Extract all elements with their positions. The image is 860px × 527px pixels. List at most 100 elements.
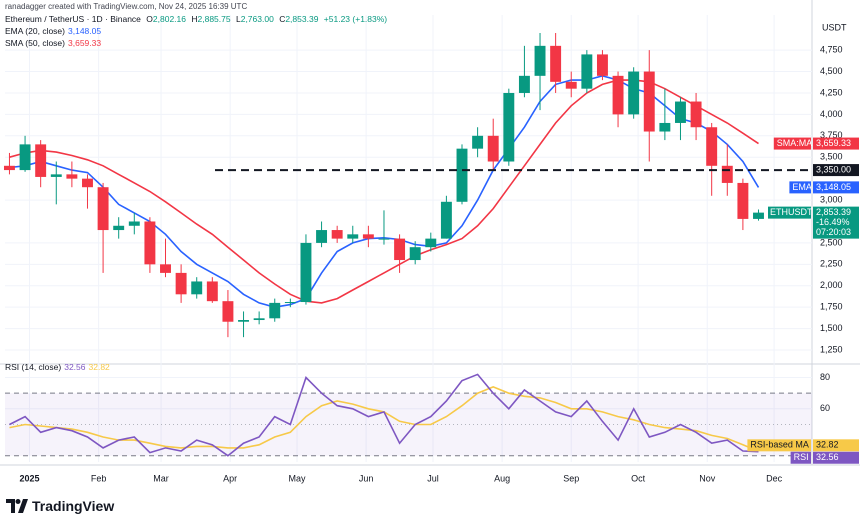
series-tag-box <box>747 439 811 452</box>
quote-value: 2,802.16 <box>152 14 186 24</box>
candle-body <box>269 302 281 319</box>
legend-value: 32.56 <box>64 362 86 372</box>
candle-body <box>690 101 702 128</box>
symbol-title: Ethereum / TetherUS · 1D · Binance <box>5 14 141 24</box>
series-value: 32.56 <box>816 452 839 462</box>
series-value: 3,148.05 <box>816 182 851 192</box>
x-tick-label: 2025 <box>20 473 40 483</box>
series-value-box <box>813 451 859 464</box>
candle-body <box>440 201 452 239</box>
x-tick-label: Mar <box>153 473 169 483</box>
level-tag <box>813 164 859 177</box>
quote-key: O <box>146 14 153 24</box>
candle-body <box>300 242 312 303</box>
candle-body <box>518 75 530 93</box>
candle-body <box>253 318 265 321</box>
rsi-band <box>5 393 812 456</box>
quote-line: Ethereum / TetherUS · 1D · Binance O2,80… <box>5 13 390 25</box>
y-tick-label: 2,250 <box>820 259 843 269</box>
candle-body <box>581 54 593 89</box>
candle-body <box>128 221 140 226</box>
candle-body <box>721 165 733 183</box>
series-tag-box <box>789 181 811 194</box>
quote-value: 2,885.75 <box>197 14 231 24</box>
y-tick-label: 4,250 <box>820 87 843 97</box>
candle-body <box>19 144 31 171</box>
y-tick-label: 2,000 <box>820 280 843 290</box>
candle-body <box>487 135 499 162</box>
quote-key: H <box>191 14 198 24</box>
candle-body <box>472 135 484 149</box>
candle-body <box>66 174 78 179</box>
candle-body <box>675 101 686 123</box>
legend-row: SMA (50, close) 3,659.33 <box>5 37 390 49</box>
series-value: 3,659.33 <box>816 138 851 148</box>
candle-body <box>206 281 218 302</box>
candle-body <box>50 174 62 177</box>
series-tag: RSI <box>794 452 809 462</box>
candle-body <box>35 144 47 177</box>
x-tick-label: Feb <box>91 473 107 483</box>
rsi-legend: RSI (14, close) 32.56 32.82 <box>5 361 113 373</box>
quote-key: C <box>279 14 286 24</box>
candle-body <box>191 281 203 295</box>
price-tag-value: 2,853.39 <box>816 207 851 217</box>
candle-body <box>596 54 608 76</box>
legend-value: 32.82 <box>88 362 110 372</box>
y-tick-label: 3,500 <box>820 152 843 162</box>
footer-logo: TradingView <box>6 498 114 514</box>
candle-body <box>706 127 718 166</box>
legend-row: EMA (20, close) 3,148.05 <box>5 25 390 37</box>
legend-name: SMA (50, close) <box>5 38 65 48</box>
quote-key: L <box>235 14 241 24</box>
x-tick-label: Oct <box>631 473 646 483</box>
candle-body <box>144 221 156 265</box>
candle-body <box>284 302 296 304</box>
legend-value: 3,148.05 <box>68 26 102 36</box>
y-tick-label: 4,000 <box>820 109 843 119</box>
candle-body <box>222 301 234 322</box>
x-tick-label: Dec <box>766 473 783 483</box>
candle-body <box>331 230 343 239</box>
quote-value: 2,763.00 <box>240 14 274 24</box>
candle-body <box>737 182 749 219</box>
y-tick-label: 4,500 <box>820 66 843 76</box>
y-tick-label: 4,750 <box>820 45 843 55</box>
y-tick-label: 3,000 <box>820 194 843 204</box>
legend-name: EMA (20, close) <box>5 26 65 36</box>
candle-body <box>160 264 171 273</box>
candle-body <box>628 71 640 115</box>
y-tick-label: 1,750 <box>820 302 843 312</box>
credit: ranadagger created with TradingView.com,… <box>5 2 248 11</box>
price-tag-change: -16.49% <box>816 217 850 227</box>
y-tick-label: 60 <box>820 403 830 413</box>
candle-body <box>612 75 624 115</box>
x-tick-label: May <box>289 473 307 483</box>
x-tick-label: Apr <box>223 473 237 483</box>
legend-value: 3,659.33 <box>68 38 102 48</box>
candle-body <box>82 178 93 188</box>
candle-body <box>534 45 546 76</box>
level-tag-label: 3,350.00 <box>816 164 851 174</box>
series-value-box <box>813 181 859 194</box>
quote-change: +51.23 (+1.83%) <box>323 14 388 24</box>
price-name: ETHUSDT <box>770 207 813 217</box>
series-value-box <box>813 137 859 150</box>
series-value: 32.82 <box>816 440 839 450</box>
candle-body <box>347 234 359 239</box>
price-name-box <box>768 206 811 219</box>
candle-body <box>753 212 764 219</box>
y-tick-label: 1,250 <box>820 344 843 354</box>
candle-body <box>175 272 187 295</box>
candle-body <box>97 187 109 231</box>
candle-body <box>409 247 421 261</box>
x-tick-label: Jul <box>427 473 439 483</box>
price-tag-box <box>813 206 859 239</box>
logo-icon <box>6 499 28 513</box>
x-tick-label: Sep <box>563 473 579 483</box>
candle-body <box>659 122 671 132</box>
series-line <box>9 373 759 457</box>
y-tick-label: 2,500 <box>820 237 843 247</box>
quote-value: 2,853.39 <box>285 14 319 24</box>
